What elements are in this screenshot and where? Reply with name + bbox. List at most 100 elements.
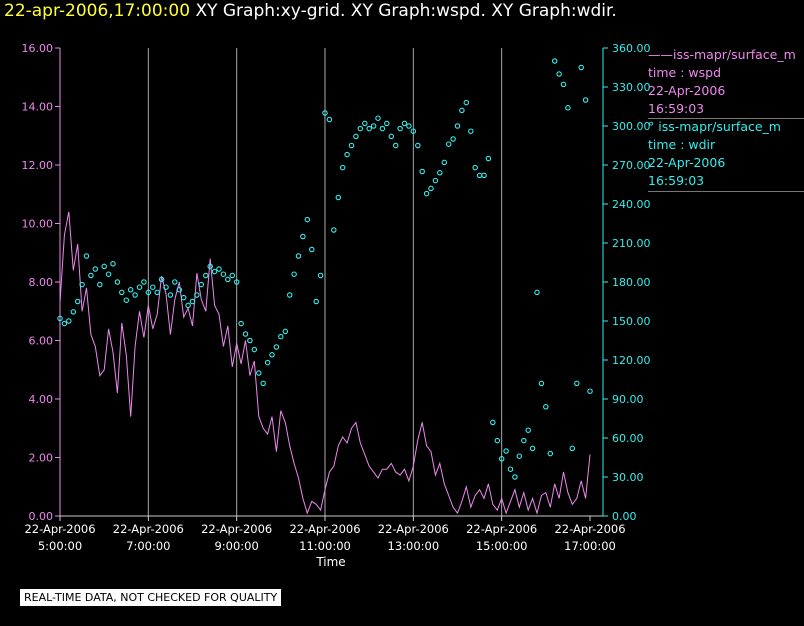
wdir-point [459, 107, 465, 114]
wspd-series-line [59, 211, 591, 515]
timestamp-title: 22-apr-2006,17:00:00 [4, 1, 191, 21]
wdir-point [441, 159, 448, 166]
wdir-point [264, 359, 271, 366]
wdir-point [538, 380, 545, 387]
x-tick-time: 5:00:00 [38, 539, 82, 553]
left-tick-label: 10.00 [22, 218, 54, 231]
wdir-point [326, 116, 333, 123]
wdir-point [207, 263, 213, 270]
wdir-point [291, 271, 297, 277]
wdir-point [348, 142, 355, 149]
wdir-point [406, 123, 412, 129]
wdir-point [370, 123, 377, 129]
wdir-point [437, 170, 443, 176]
wdir-point [445, 141, 452, 147]
graph-list-title: XY Graph:xy-grid. XY Graph:wspd. XY Grap… [195, 1, 617, 21]
wdir-point [547, 450, 554, 457]
wdir-point [256, 370, 262, 376]
wdir-point [362, 120, 368, 127]
wdir-point [516, 453, 523, 459]
left-tick-label: 6.00 [29, 335, 54, 348]
wdir-point [176, 287, 183, 293]
legend-wspd-var: time : wspd [648, 65, 722, 80]
wdir-point [401, 120, 408, 127]
wdir-point [432, 177, 439, 184]
right-tick-label: 300.00 [612, 120, 651, 133]
left-tick-label: 12.00 [22, 159, 54, 172]
wdir-point [203, 272, 209, 279]
wdir-point [339, 164, 346, 171]
wdir-point [582, 97, 589, 103]
wdir-point [295, 253, 302, 259]
wdir-point [375, 115, 381, 121]
wdir-point [313, 298, 319, 305]
wdir-point [490, 419, 496, 426]
wdir-point [141, 279, 147, 285]
x-tick-time: 15:00:00 [476, 539, 528, 553]
x-tick-date: 22-Apr-2006 [289, 522, 360, 536]
wdir-point [70, 309, 77, 315]
wdir-point [574, 380, 580, 387]
wdir-point [198, 281, 205, 288]
wdir-point [335, 194, 342, 201]
legend-wspd-time: 16:59:03 [648, 101, 705, 116]
wdir-point [92, 266, 99, 272]
wdir-point [273, 344, 280, 350]
wdir-point [216, 266, 222, 272]
wdir-point [397, 125, 403, 132]
x-tick-time: 7:00:00 [126, 539, 170, 553]
wdir-point [110, 261, 116, 267]
quality-notice: REAL-TIME DATA, NOT CHECKED FOR QUALITY [20, 589, 282, 606]
wdir-point [220, 271, 227, 277]
legend-wdir-source: ° iss-mapr/surface_m [648, 119, 781, 134]
wdir-point [322, 110, 328, 116]
right-tick-label: 0.00 [612, 510, 637, 523]
right-axis-ticks: 0.00 30.00 60.00 90.00 120.00 150.00 180.00 210… [603, 42, 651, 523]
left-tick-label: 14.00 [22, 101, 54, 114]
wdir-point [211, 268, 218, 275]
x-tick-date: 22-Apr-2006 [554, 522, 625, 536]
wdir-point [525, 427, 531, 433]
wdir-point [569, 445, 576, 452]
legend-wdir-date: 22-Apr-2006 [648, 155, 726, 170]
wdir-point [304, 216, 311, 223]
wdir-point [317, 272, 324, 279]
wdir-point [286, 292, 293, 298]
wdir-point [229, 272, 236, 279]
wdir-point [158, 276, 165, 283]
legend-wspd-source: ——iss-mapr/surface_m [648, 47, 796, 62]
wdir-point [66, 318, 72, 324]
wdir-point [101, 263, 107, 270]
right-tick-label: 150.00 [612, 315, 651, 328]
wdir-point [88, 272, 94, 279]
wdir-point [238, 320, 244, 327]
wdir-point [415, 142, 421, 149]
wdir-point [251, 346, 258, 353]
wdir-point [83, 253, 90, 259]
wdir-point [180, 294, 187, 301]
wdir-point [136, 284, 143, 290]
wdir-point [185, 302, 191, 309]
wdir-point [61, 320, 68, 327]
wdir-point [119, 289, 125, 296]
x-tick-date: 22-Apr-2006 [201, 522, 272, 536]
wdir-point [384, 120, 390, 127]
wdir-point [278, 333, 284, 340]
wdir-point [454, 123, 461, 129]
wdir-point [468, 128, 474, 134]
wdir-point [450, 136, 456, 142]
wdir-point [428, 185, 434, 192]
wdir-point [503, 448, 509, 454]
wdir-point [123, 297, 130, 303]
wdir-point [353, 133, 359, 140]
legend-wspd: ——iss-mapr/surface_m time : wspd 22-Apr-… [648, 46, 804, 118]
wdir-point [300, 233, 306, 240]
wdir-point [105, 271, 112, 277]
right-tick-label: 60.00 [612, 432, 644, 445]
left-tick-label: 0.00 [29, 510, 54, 523]
series-layer [57, 58, 593, 515]
right-tick-label: 120.00 [612, 354, 651, 367]
wdir-point [260, 380, 266, 387]
wdir-point [543, 404, 549, 410]
